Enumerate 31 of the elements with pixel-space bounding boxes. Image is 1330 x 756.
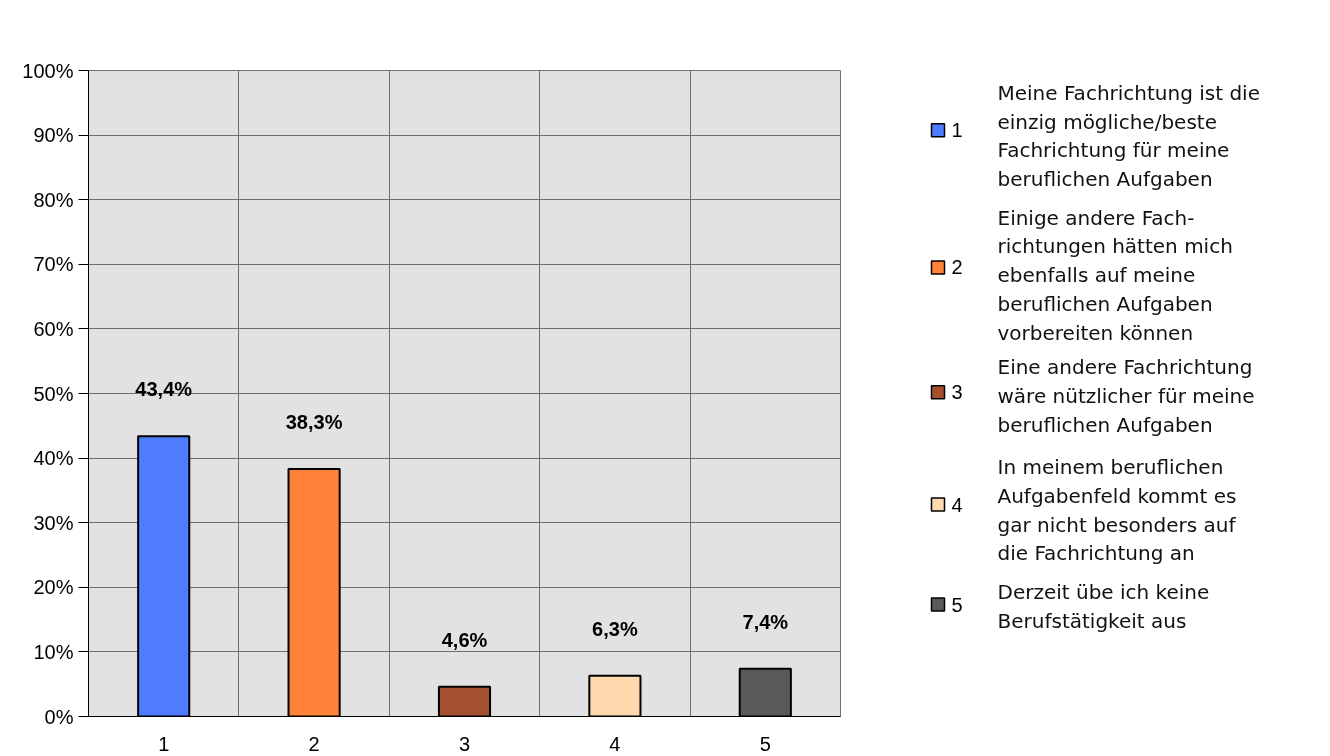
text: Einige andere Fach- richtungen hätten mich ebenfalls auf meine beruflichen Aufgaben vorbereiten können bbox=[997, 205, 1233, 345]
y-tick-label: 10% bbox=[33, 640, 74, 663]
y-tick-label: 70% bbox=[33, 253, 74, 276]
y-tick-label: 100% bbox=[22, 59, 74, 82]
y-tick-label: 40% bbox=[33, 447, 74, 470]
legend-label: 4 bbox=[951, 493, 963, 516]
data-label: 38,3% bbox=[285, 411, 343, 434]
y-tick-label: 90% bbox=[33, 124, 74, 147]
text: Eine andere Fachrichtung wäre nützlicher für meine beruflichen Aufgaben bbox=[997, 355, 1255, 437]
x-tick-label: 2 bbox=[308, 732, 320, 755]
data-label: 43,4% bbox=[135, 378, 193, 401]
data-label: 4,6% bbox=[441, 628, 488, 651]
x-tick-label: 3 bbox=[458, 732, 471, 755]
y-tick-label: 60% bbox=[33, 317, 74, 340]
y-tick-label: 20% bbox=[33, 576, 74, 599]
y-tick-label: 80% bbox=[33, 188, 74, 211]
text: Meine Fachrichtung ist die einzig mögliche/beste Fachrichtung für meine beruflichen Aufgaben bbox=[997, 80, 1260, 192]
legend-label: 3 bbox=[951, 381, 963, 404]
y-tick-label: 30% bbox=[33, 511, 74, 534]
x-tick-label: 1 bbox=[158, 732, 170, 755]
legend-label: 1 bbox=[951, 119, 963, 142]
data-label: 7,4% bbox=[742, 610, 789, 633]
x-tick-label: 4 bbox=[609, 732, 621, 755]
x-tick-label: 5 bbox=[759, 732, 771, 755]
text: Derzeit übe ich keine Berufstätigkeit aus bbox=[997, 579, 1210, 633]
y-tick-label: 0% bbox=[44, 705, 74, 728]
legend-label: 2 bbox=[951, 256, 963, 279]
data-label: 6,3% bbox=[592, 617, 638, 640]
legend-label: 5 bbox=[951, 593, 963, 616]
y-tick-label: 50% bbox=[33, 382, 74, 405]
text: In meinem beruflichen Aufgabenfeld kommt es gar nicht besonders auf die Fachrichtung an bbox=[997, 455, 1237, 566]
